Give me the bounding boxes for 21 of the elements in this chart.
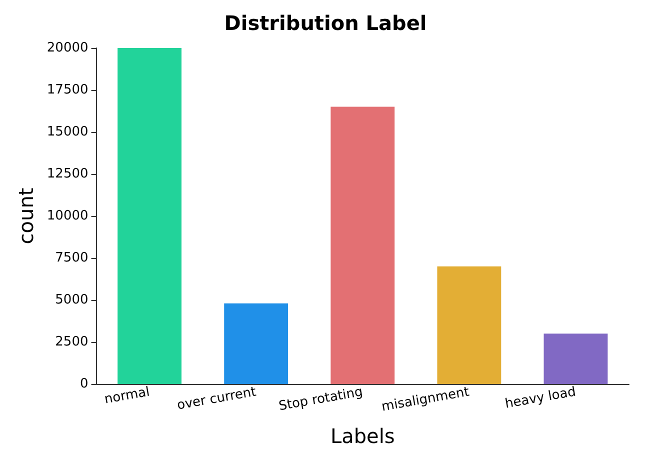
x-tick-label: over current xyxy=(176,384,258,414)
x-tick-label: Stop rotating xyxy=(278,384,364,414)
x-axis-title: Labels xyxy=(330,424,395,448)
y-tick-label: 5000 xyxy=(55,292,88,308)
x-tick-label: normal xyxy=(103,384,151,408)
chart-title: Distribution Label xyxy=(224,11,427,35)
y-axis-title: count xyxy=(14,188,38,244)
bar xyxy=(437,266,502,384)
bar xyxy=(544,334,608,384)
y-tick-label: 17500 xyxy=(46,82,88,98)
y-tick-label: 15000 xyxy=(46,124,88,140)
y-tick-label: 20000 xyxy=(46,40,88,56)
bar xyxy=(330,106,395,384)
x-tick-label: heavy load xyxy=(504,384,578,412)
bar xyxy=(224,303,288,384)
y-tick-label: 10000 xyxy=(46,208,88,224)
y-tick-label: 0 xyxy=(80,376,88,392)
y-tick-label: 7500 xyxy=(55,250,88,266)
bar xyxy=(118,48,182,384)
y-tick-label: 2500 xyxy=(55,334,88,350)
y-tick-label: 12500 xyxy=(46,166,88,182)
